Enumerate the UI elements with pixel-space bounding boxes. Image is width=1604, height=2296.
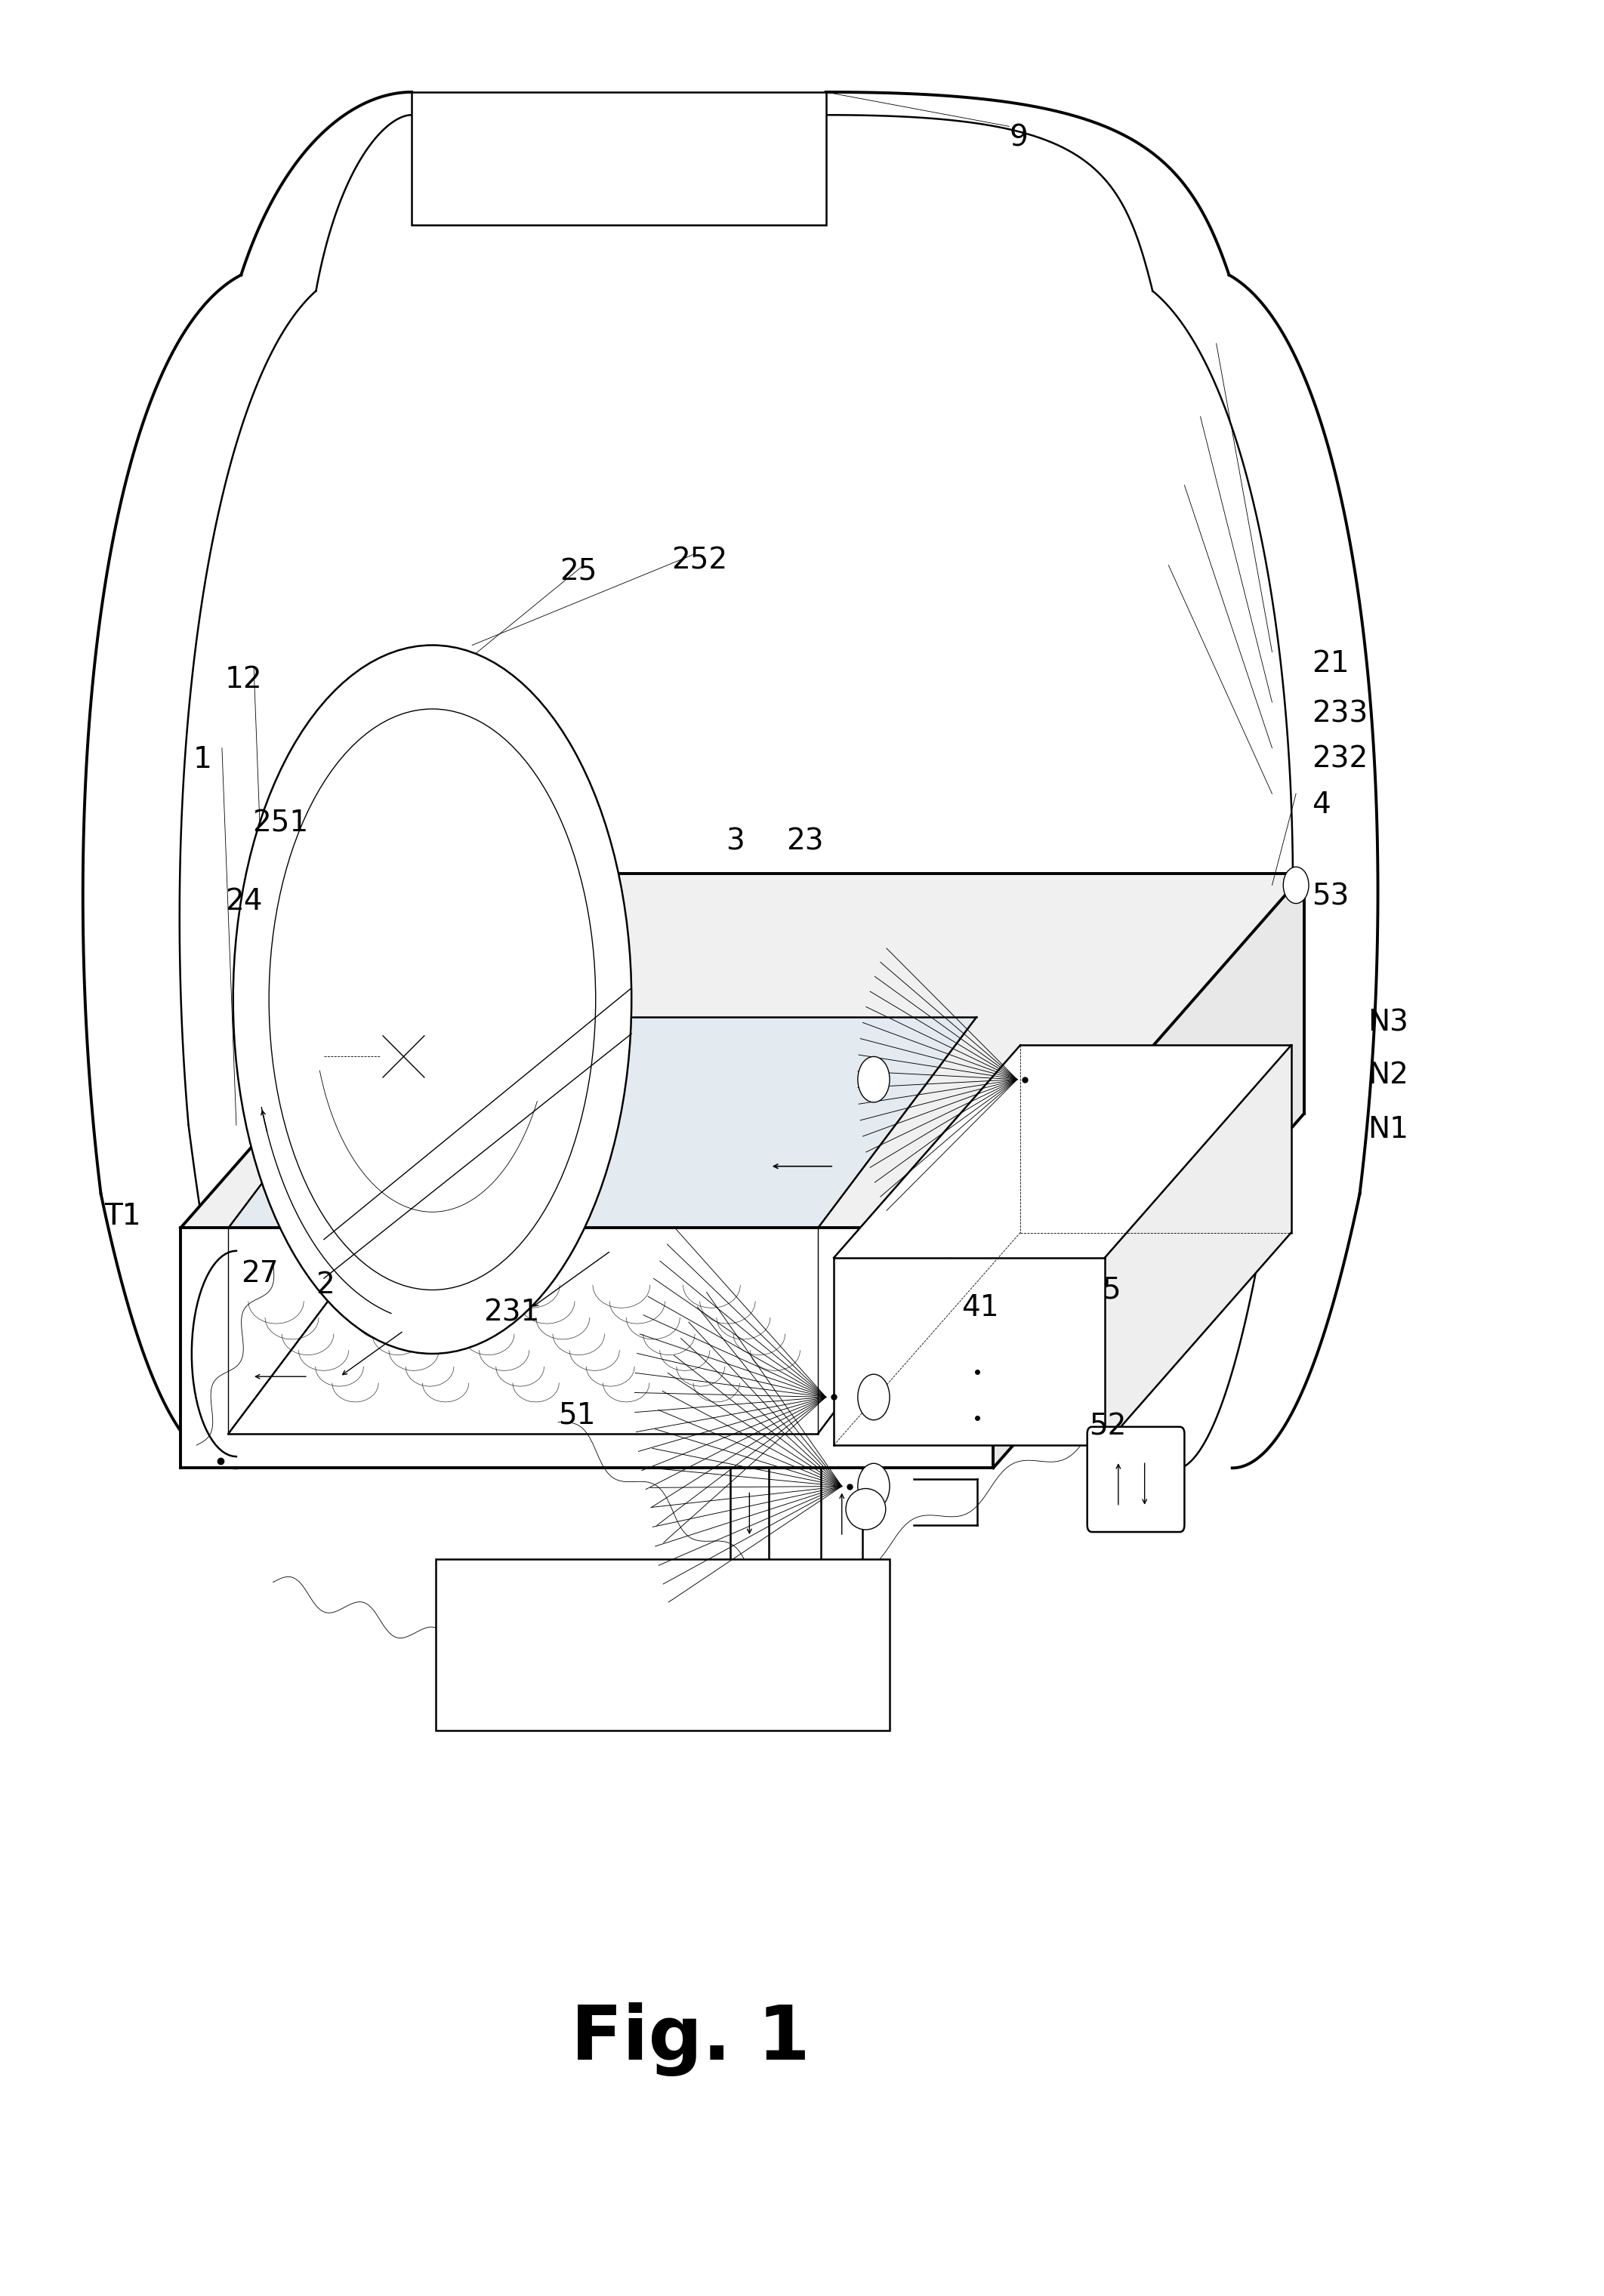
Text: Fig. 1: Fig. 1 <box>571 2002 810 2076</box>
Text: 5: 5 <box>1102 1274 1120 1304</box>
Text: 252: 252 <box>672 546 727 574</box>
Circle shape <box>858 1056 890 1102</box>
Text: 233: 233 <box>1312 700 1368 728</box>
Text: 51: 51 <box>558 1401 595 1430</box>
Text: 232: 232 <box>1312 746 1368 774</box>
FancyBboxPatch shape <box>1088 1426 1184 1531</box>
Text: 9: 9 <box>1009 124 1028 152</box>
Ellipse shape <box>233 645 632 1355</box>
Polygon shape <box>834 1045 1291 1258</box>
Text: N1: N1 <box>1368 1116 1408 1143</box>
Text: 2: 2 <box>316 1270 335 1300</box>
Text: 3: 3 <box>725 827 744 856</box>
Text: 52: 52 <box>1089 1412 1126 1442</box>
Text: 27: 27 <box>241 1261 279 1288</box>
Circle shape <box>858 1375 890 1419</box>
Text: 12: 12 <box>225 666 263 693</box>
Text: 23: 23 <box>786 827 823 856</box>
Text: T1: T1 <box>104 1203 141 1231</box>
Text: T1: T1 <box>104 1203 141 1231</box>
Text: 53: 53 <box>1312 882 1349 912</box>
Bar <box>412 92 826 225</box>
Text: 41: 41 <box>961 1293 999 1322</box>
Polygon shape <box>993 875 1304 1467</box>
Circle shape <box>1283 868 1309 902</box>
Circle shape <box>858 1463 890 1508</box>
Polygon shape <box>834 1258 1105 1444</box>
Text: 24: 24 <box>225 886 263 916</box>
Text: N2: N2 <box>1368 1061 1408 1088</box>
Ellipse shape <box>845 1488 885 1529</box>
Polygon shape <box>1105 1045 1291 1444</box>
Polygon shape <box>181 1228 993 1467</box>
Text: 25: 25 <box>560 558 597 585</box>
Text: 4: 4 <box>1312 790 1331 820</box>
Text: 251: 251 <box>252 808 308 838</box>
Text: 21: 21 <box>1312 650 1349 677</box>
Text: N3: N3 <box>1368 1008 1408 1035</box>
Polygon shape <box>181 875 1304 1228</box>
Text: 1: 1 <box>192 746 212 774</box>
Bar <box>436 1559 890 1731</box>
Polygon shape <box>228 1017 977 1228</box>
Text: 231: 231 <box>483 1297 539 1327</box>
